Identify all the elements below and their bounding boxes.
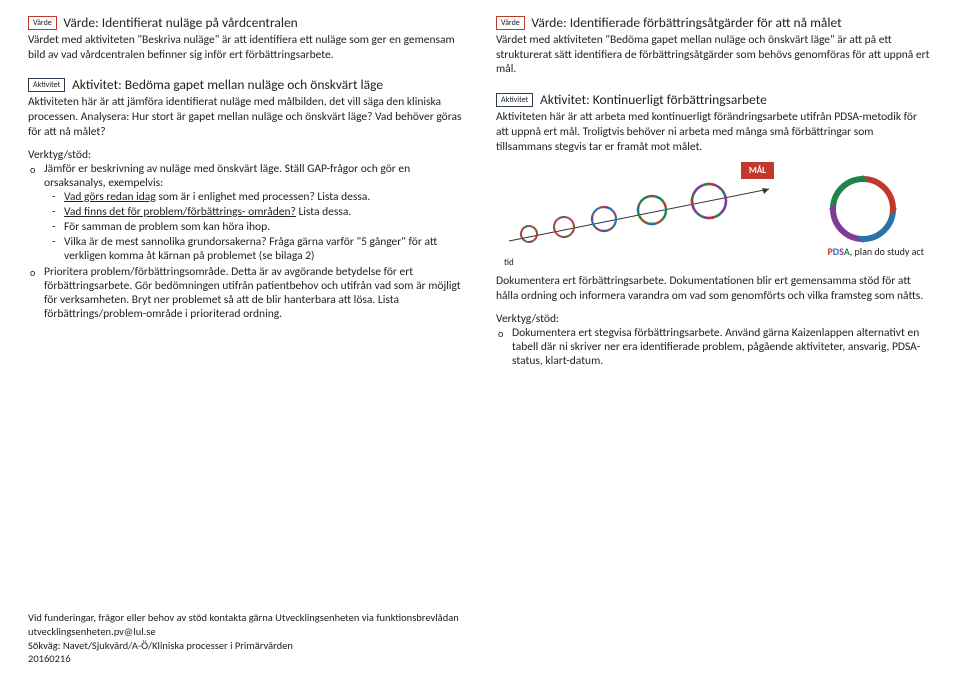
verktyg-label-right: Verktyg/stöd: [496, 312, 932, 326]
varde-tag: Värde [496, 16, 525, 30]
tool-list-right: Dokumentera ert stegvisa förbättringsarb… [496, 326, 932, 368]
varde-tag: Värde [28, 16, 57, 30]
body-br: Aktiviteten här är att arbeta med kontin… [496, 110, 932, 154]
body-bl: Aktiviteten här är att jämföra identifie… [28, 95, 464, 139]
pdsa-diagram: MÅL tid [496, 162, 932, 268]
activity-block-right: Aktivitet Aktivitet: Kontinuerligt förbä… [496, 91, 932, 368]
list-item: Vilka är de mest sannolika grundorsakern… [64, 235, 464, 263]
footer-line: Vid funderingar, frågor eller behov av s… [28, 611, 459, 625]
list-item: Prioritera problem/förbättringsområde. D… [44, 265, 464, 321]
value-block-top-left: Värde Värde: Identifierat nuläge på vård… [28, 14, 464, 62]
body-br2: Dokumentera ert förbättringsarbete. Doku… [496, 274, 932, 303]
list-item: Dokumentera ert stegvisa förbättringsarb… [512, 326, 932, 368]
body-tr: Värdet med aktiviteten "Bedöma gapet mel… [496, 33, 932, 77]
pdsa-label: PDSA, plan do study act [827, 245, 924, 258]
title-tl: Värde: Identifierat nuläge på vårdcentra… [63, 14, 297, 31]
goal-label: MÅL [741, 162, 774, 179]
footer-path: Sökväg: Navet/Sjukvård/A-Ö/Kliniska proc… [28, 639, 459, 653]
value-block-top-right: Värde Värde: Identifierade förbättringså… [496, 14, 932, 77]
footer-email: utvecklingsenheten.pv@lul.se [28, 625, 459, 639]
aktivitet-tag: Aktivitet [28, 78, 65, 92]
title-tr: Värde: Identifierade förbättringsåtgärde… [531, 14, 841, 31]
list-item: För samman de problem som kan höra ihop. [64, 220, 464, 234]
tid-label: tid [504, 257, 514, 268]
page-footer: Vid funderingar, frågor eller behov av s… [28, 611, 459, 666]
title-br: Aktivitet: Kontinuerligt förbättringsarb… [540, 91, 767, 108]
body-tl: Värdet med aktiviteten "Beskriva nuläge"… [28, 33, 464, 62]
tool-list-left: Jämför er beskrivning av nuläge med önsk… [28, 162, 464, 321]
pdsa-spiral-icon [504, 179, 774, 249]
list-item: Jämför er beskrivning av nuläge med önsk… [44, 162, 464, 263]
aktivitet-tag: Aktivitet [496, 93, 533, 107]
title-bl: Aktivitet: Bedöma gapet mellan nuläge oc… [72, 76, 383, 93]
pdsa-cycle-icon [827, 173, 899, 245]
list-item: Vad görs redan idag som är i enlighet me… [64, 190, 464, 204]
list-item: Vad finns det för problem/förbättrings- … [64, 205, 464, 219]
footer-date: 20160216 [28, 652, 459, 666]
activity-block-left: Aktivitet Aktivitet: Bedöma gapet mellan… [28, 76, 464, 320]
verktyg-label-left: Verktyg/stöd: [28, 148, 464, 162]
